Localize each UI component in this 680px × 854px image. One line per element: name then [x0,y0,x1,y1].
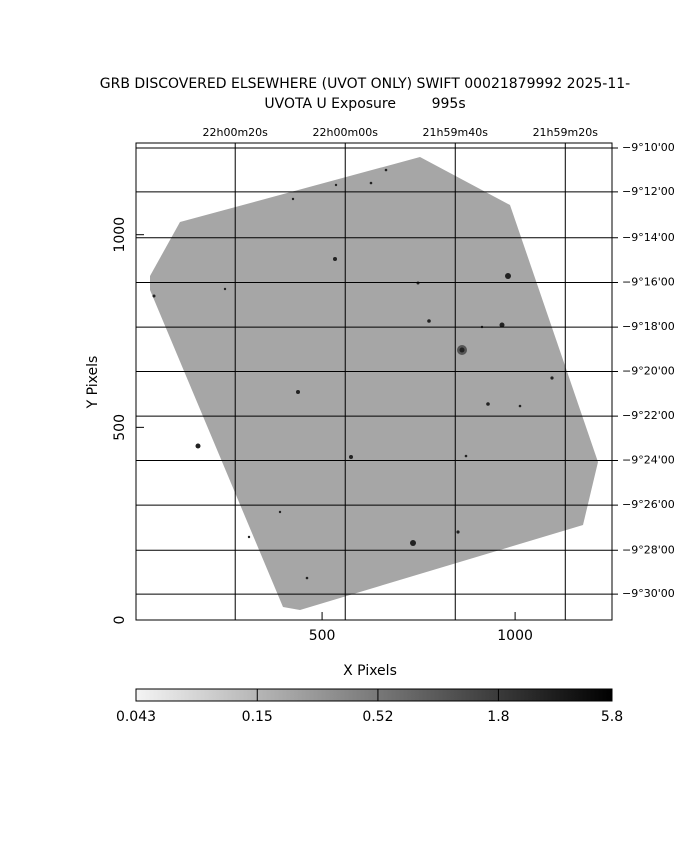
y2-tick-label: −9°30'00 [622,587,675,600]
y2-tick-label: −9°20'00 [622,364,675,377]
y2-tick-label: −9°24'00 [622,453,675,466]
x2-tick-label: 22h00m00s [313,126,379,139]
y-axis-label: Y Pixels [85,356,101,410]
x-tick-label: 1000 [497,628,533,644]
y2-tick-label: −9°28'00 [622,543,675,556]
colorbar-tick-label: 0.52 [362,709,393,725]
y-tick-label: 1000 [112,217,128,253]
x-tick-label: 500 [309,628,336,644]
colorbar-tick-label: 0.043 [116,709,156,725]
y-tick-label: 500 [112,414,128,441]
plot-frame [135,142,613,621]
x2-tick-label: 21h59m40s [423,126,489,139]
y2-tick-label: −9°26'00 [622,498,675,511]
y2-tick-label: −9°22'00 [622,409,675,422]
x2-tick-label: 21h59m20s [533,126,599,139]
subtitle: UVOTA U Exposure 995s [264,96,465,112]
y-tick-label: 0 [112,616,128,625]
x-axis-label: X Pixels [343,663,397,679]
y2-tick-label: −9°12'00 [622,185,675,198]
y2-tick-label: −9°16'00 [622,275,675,288]
colorbar-tick-label: 5.8 [601,709,623,725]
y2-tick-label: −9°18'00 [622,320,675,333]
y2-tick-label: −9°10'00 [622,141,675,154]
colorbar-tick-label: 1.8 [487,709,509,725]
title: GRB DISCOVERED ELSEWHERE (UVOT ONLY) SWI… [100,76,630,92]
x2-tick-label: 22h00m20s [203,126,269,139]
colorbar-tick-label: 0.15 [242,709,273,725]
colorbar [135,688,613,702]
sky-image [150,157,598,610]
y2-tick-label: −9°14'00 [622,231,675,244]
